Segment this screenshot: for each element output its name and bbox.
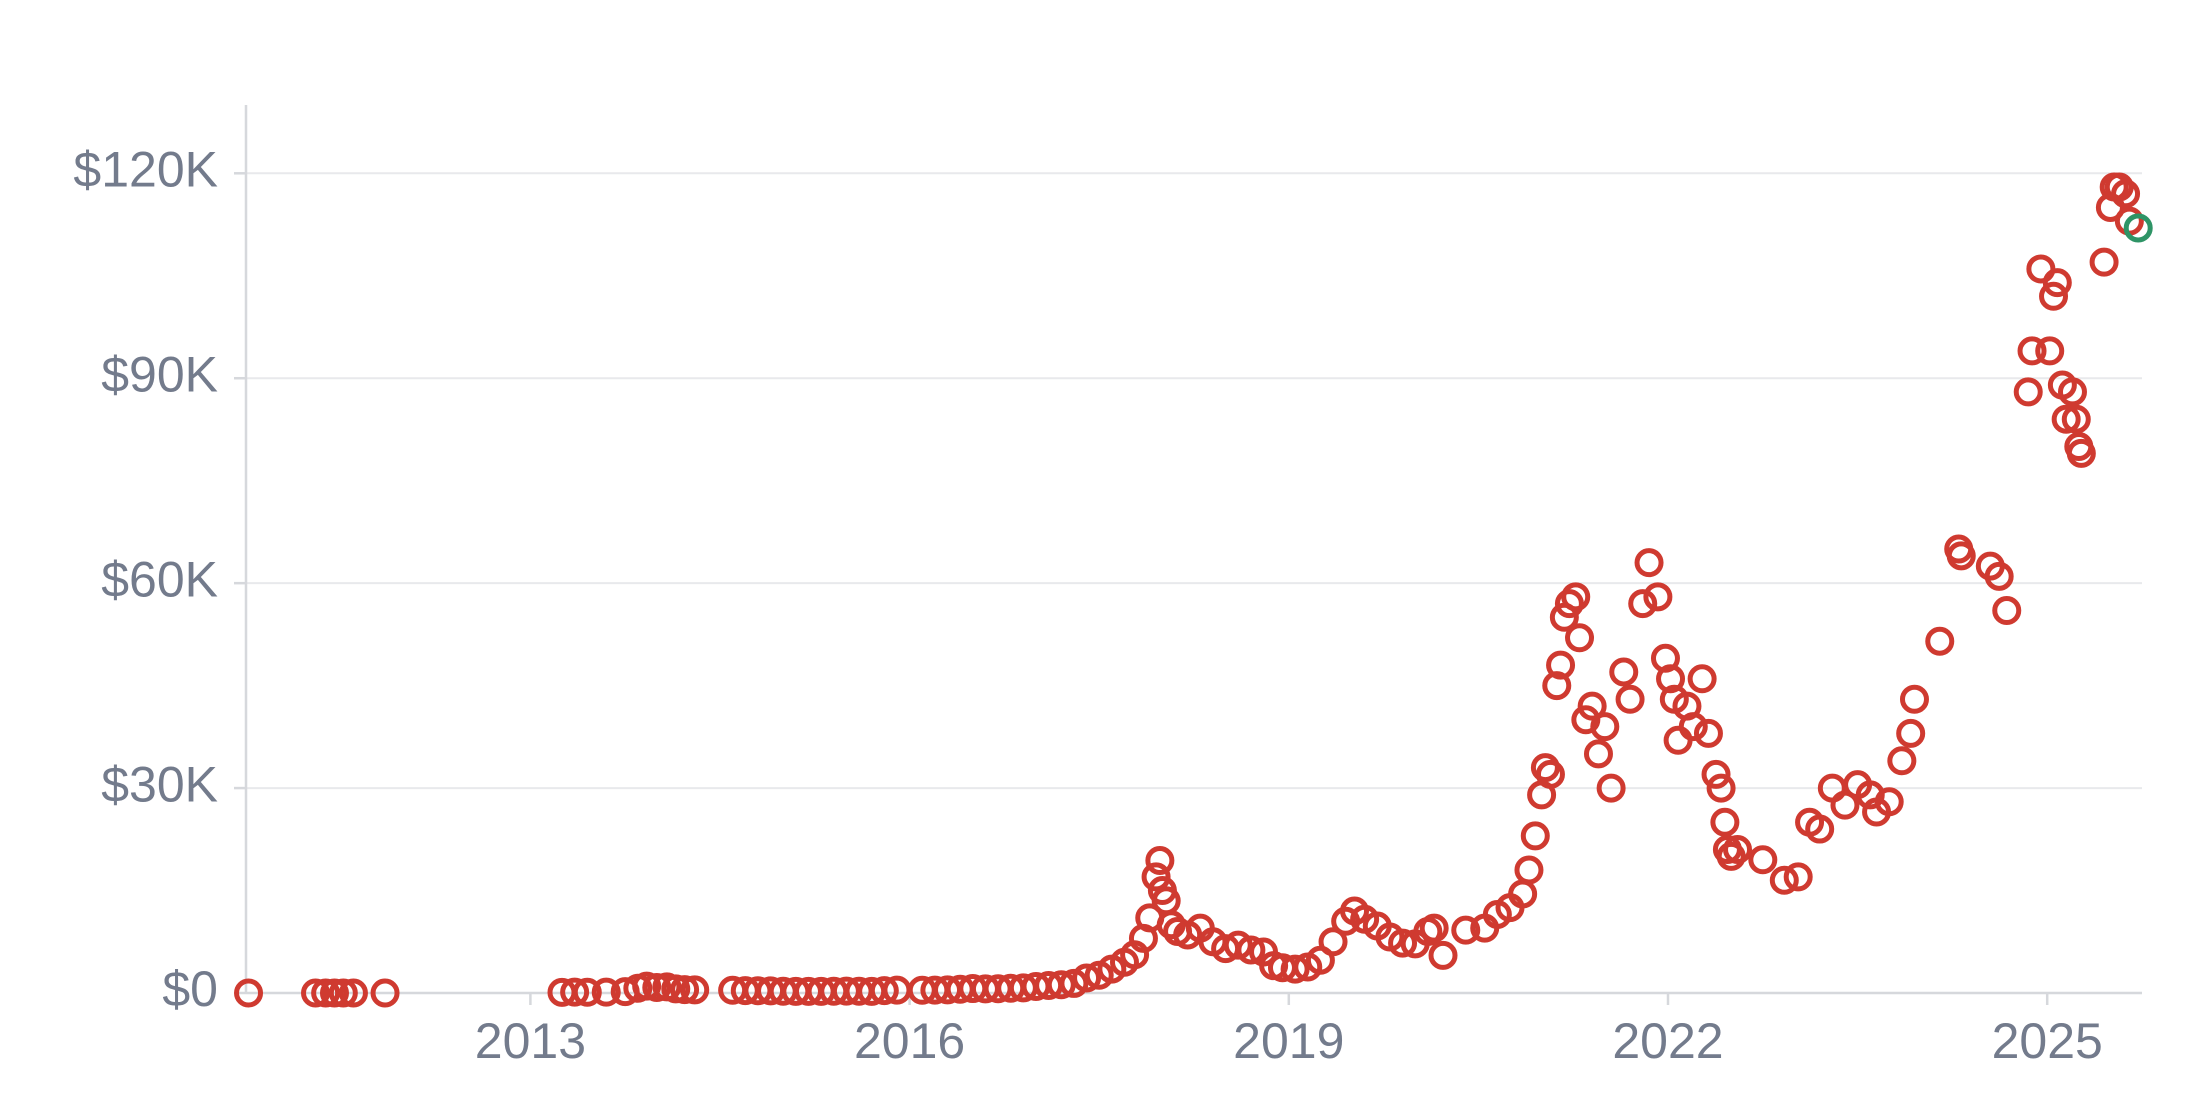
point <box>1628 589 1658 619</box>
point <box>1643 582 1673 612</box>
point <box>1706 773 1736 803</box>
point <box>1546 650 1576 680</box>
point <box>1046 970 1076 1000</box>
point <box>1535 759 1565 789</box>
point <box>1554 589 1584 619</box>
point <box>1946 541 1976 571</box>
point <box>1634 548 1664 578</box>
point <box>1887 746 1917 776</box>
x-tick-label: 2019 <box>1233 1013 1344 1069</box>
point <box>1223 930 1253 960</box>
point <box>1748 845 1778 875</box>
point <box>1663 725 1693 755</box>
point <box>2042 268 2072 298</box>
point <box>572 977 602 1007</box>
y-tick-label: $90K <box>101 346 218 402</box>
y-tick-label: $0 <box>162 961 218 1017</box>
point <box>1542 671 1572 701</box>
point <box>1596 773 1626 803</box>
y-tick-label: $60K <box>101 551 218 607</box>
point <box>1656 664 1686 694</box>
point <box>1141 862 1171 892</box>
point <box>1710 807 1740 837</box>
point <box>338 978 368 1008</box>
point <box>1318 927 1348 957</box>
point <box>1716 841 1746 871</box>
point <box>1992 595 2022 625</box>
point <box>1520 821 1550 851</box>
point <box>1830 790 1860 820</box>
point <box>1678 712 1708 742</box>
point <box>2017 336 2047 366</box>
point <box>2013 377 2043 407</box>
point <box>319 978 349 1008</box>
point <box>1236 935 1266 965</box>
point <box>301 978 331 1008</box>
point <box>1615 684 1645 714</box>
point <box>2066 438 2096 468</box>
point <box>1145 845 1175 875</box>
point <box>1561 582 1591 612</box>
point <box>1723 835 1753 865</box>
point <box>1687 664 1717 694</box>
x-tick-label: 2013 <box>475 1013 586 1069</box>
point <box>1590 712 1620 742</box>
point <box>1280 954 1310 984</box>
point <box>670 975 700 1005</box>
y-tick-label: $120K <box>73 142 218 198</box>
point <box>370 978 400 1008</box>
point <box>2061 404 2091 434</box>
point <box>2051 404 2081 434</box>
point <box>1419 913 1449 943</box>
point <box>560 977 590 1007</box>
x-tick-label: 2022 <box>1612 1013 1723 1069</box>
point <box>642 973 672 1003</box>
point <box>2089 247 2119 277</box>
y-tick-label: $30K <box>101 756 218 812</box>
point <box>591 977 621 1007</box>
point <box>1451 915 1481 945</box>
point <box>1899 684 1929 714</box>
point <box>2104 172 2134 202</box>
point <box>680 975 710 1005</box>
point <box>1514 855 1544 885</box>
point <box>869 976 899 1006</box>
point <box>1565 623 1595 653</box>
point <box>1805 814 1835 844</box>
x-tick-label: 2025 <box>1992 1013 2103 1069</box>
point <box>2057 377 2087 407</box>
point <box>1783 862 1813 892</box>
point <box>1896 718 1926 748</box>
point <box>1577 691 1607 721</box>
point <box>1072 963 1102 993</box>
x-tick-label: 2016 <box>854 1013 965 1069</box>
point <box>1388 928 1418 958</box>
point <box>1583 739 1613 769</box>
point <box>1701 759 1731 789</box>
point <box>2111 179 2141 209</box>
point <box>632 971 662 1001</box>
point <box>1925 626 1955 656</box>
point <box>234 978 264 1008</box>
point <box>328 978 358 1008</box>
point <box>2123 213 2153 243</box>
point <box>1984 561 2014 591</box>
point <box>1693 718 1723 748</box>
point <box>2039 281 2069 311</box>
point <box>1428 940 1458 970</box>
point <box>1769 865 1799 895</box>
point <box>1609 657 1639 687</box>
point <box>2035 336 2065 366</box>
point <box>311 978 341 1008</box>
point <box>1874 787 1904 817</box>
